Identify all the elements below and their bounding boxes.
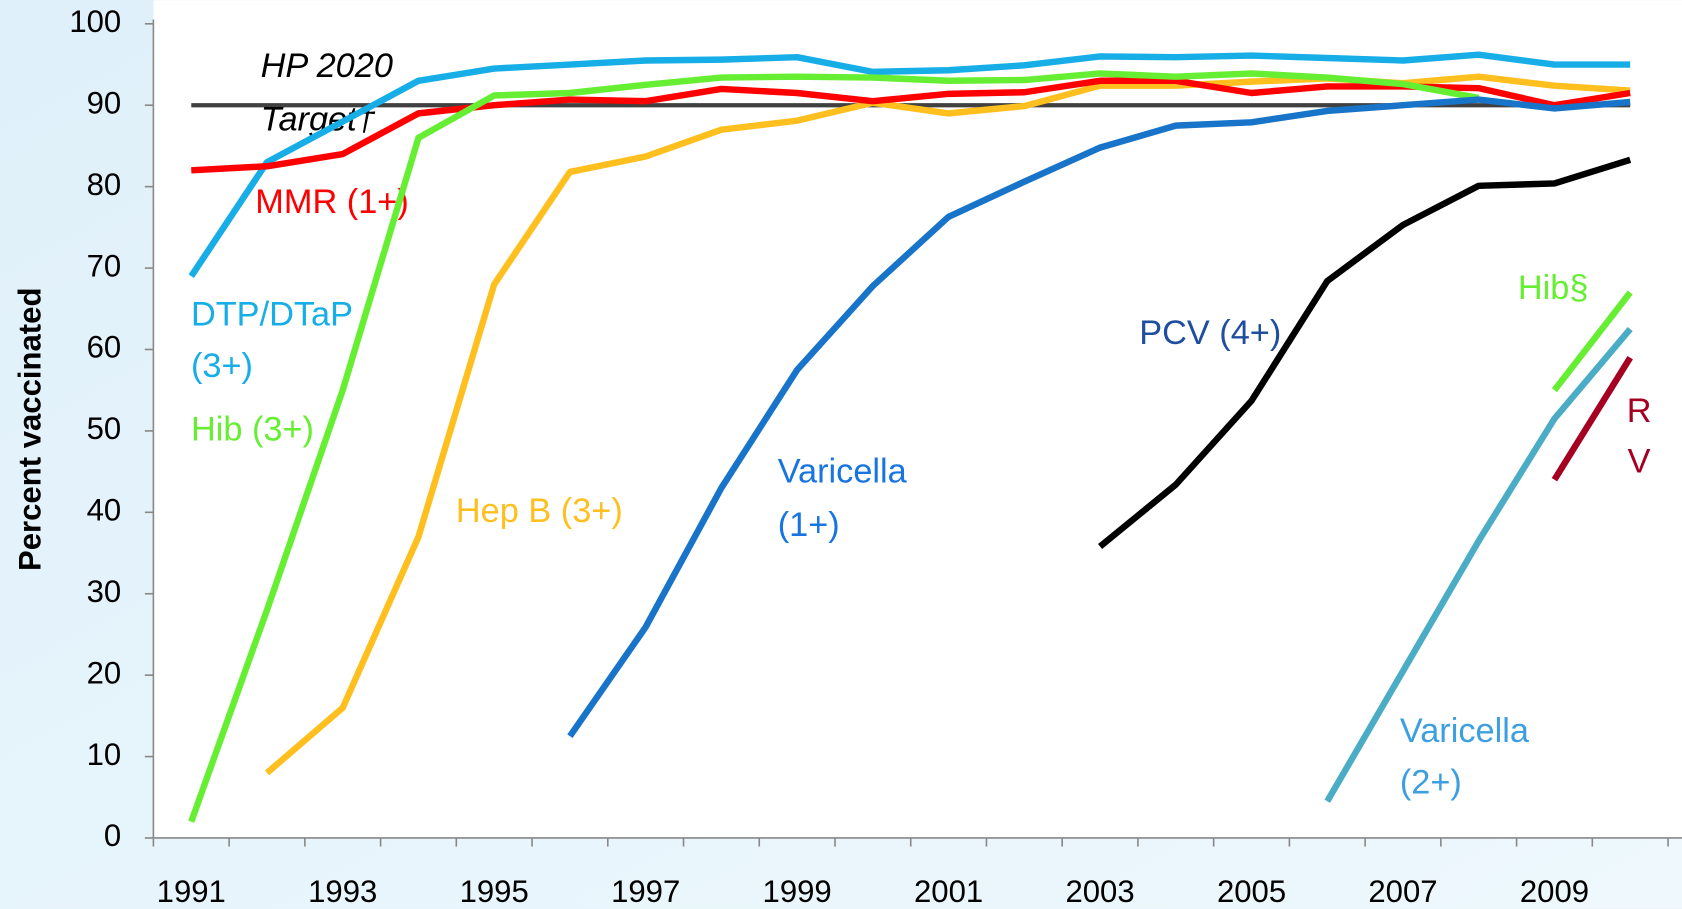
x-tick-label: 1999 [763, 874, 832, 909]
plot-area [153, 0, 1682, 838]
x-tick-label: 1991 [157, 874, 226, 909]
series-label: Hib (3+) [191, 410, 314, 448]
series-line [188, 51, 1631, 278]
series-label: Varicella (2+) [1400, 712, 1530, 801]
x-tick-label: 1995 [460, 874, 529, 909]
x-tick-label: 2003 [1065, 874, 1134, 909]
x-tick-label: 1993 [308, 874, 377, 909]
series-line [1551, 355, 1633, 482]
series-line [567, 96, 1631, 739]
y-tick-label: 100 [69, 4, 121, 39]
series-label: MMR (1+) [255, 183, 408, 221]
series-line [188, 70, 1480, 823]
series-line [1551, 290, 1633, 393]
y-tick-label: 20 [87, 655, 122, 690]
series-label: PCV (4+) [1139, 314, 1281, 352]
x-tick-label: 1997 [611, 874, 680, 909]
y-tick-label: 30 [87, 574, 122, 609]
y-tick-label: 50 [87, 411, 122, 446]
y-tick-label: 60 [87, 330, 122, 365]
y-axis-title: Percent vaccinated [12, 288, 47, 571]
series-label: Hep B (3+) [456, 492, 623, 530]
y-tick-label: 80 [87, 167, 122, 202]
series-label: Varicella (1+) [778, 452, 908, 544]
y-tick-label: 70 [87, 248, 122, 283]
series-line [1324, 327, 1633, 803]
y-tick-label: 0 [104, 818, 121, 853]
series-label: DTP/DTaP (3+) [191, 296, 353, 385]
series-line [191, 77, 1631, 174]
y-tick-label: 10 [87, 737, 122, 772]
y-tick-label: 90 [87, 85, 122, 120]
x-tick-label: 2005 [1217, 874, 1286, 909]
series-line [1098, 156, 1632, 550]
series-label: Hib§ [1518, 269, 1589, 307]
y-tick-label: 40 [87, 493, 122, 528]
x-tick-label: 2007 [1368, 874, 1437, 909]
x-tick-label: 2009 [1520, 874, 1589, 909]
x-tick-label: 2001 [914, 874, 983, 909]
